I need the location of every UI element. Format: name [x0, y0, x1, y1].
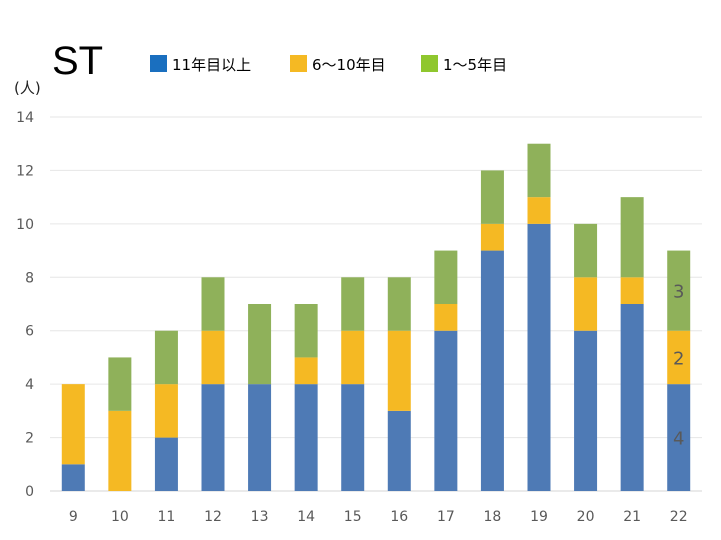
bar-segment — [387, 277, 411, 331]
bar-segment — [154, 437, 178, 491]
bar-segment — [294, 304, 318, 358]
x-tick-labels: 9 10 11 12 13 14 15 16 17 18 19 20 21 22 — [69, 509, 688, 525]
bar-segment — [341, 330, 365, 385]
legend-swatch — [421, 55, 438, 72]
bar-segment — [341, 384, 365, 491]
x-tick-label: 21 — [623, 509, 641, 525]
bar-segment — [387, 410, 411, 491]
grid-lines — [50, 116, 702, 492]
x-tick-label: 10 — [111, 509, 129, 525]
y-tick-labels: 0 2 4 6 8 10 12 14 — [16, 110, 34, 500]
bar-segment — [527, 197, 551, 224]
bar-segment — [667, 250, 691, 331]
bar-segment — [480, 250, 504, 491]
bar-segment — [294, 384, 318, 491]
x-tick-label: 12 — [204, 509, 222, 525]
x-tick-label: 19 — [530, 509, 548, 525]
y-tick-label: 2 — [25, 431, 34, 447]
bars — [61, 143, 691, 491]
data-label: 3 — [673, 282, 684, 303]
data-label: 4 — [673, 429, 684, 450]
x-tick-label: 17 — [437, 509, 455, 525]
bar-segment — [201, 330, 225, 385]
x-tick-label: 13 — [251, 509, 269, 525]
y-tick-label: 6 — [25, 324, 34, 340]
bar-segment — [574, 330, 598, 491]
x-tick-label: 20 — [577, 509, 595, 525]
bar-segment — [61, 384, 85, 465]
bar-segment — [574, 223, 598, 278]
legend-label: 11年目以上 — [172, 56, 251, 74]
bar-segment — [108, 357, 132, 411]
bar-segment — [248, 384, 272, 491]
legend-label: 6～10年目 — [312, 56, 386, 74]
data-labels: 4 2 3 — [673, 282, 684, 450]
bar-segment — [341, 277, 365, 331]
y-axis-label: (人) — [14, 79, 41, 97]
bar-segment — [480, 170, 504, 224]
bar-segment — [201, 277, 225, 331]
bar-segment — [620, 277, 644, 304]
bar-segment — [108, 410, 132, 491]
bar-segment — [61, 464, 85, 491]
bar-segment — [620, 197, 644, 278]
x-tick-label: 22 — [670, 509, 688, 525]
y-tick-label: 14 — [16, 110, 34, 126]
x-tick-label: 16 — [390, 509, 408, 525]
chart-title: ST — [52, 39, 103, 83]
y-tick-label: 0 — [25, 484, 34, 500]
legend-swatch — [290, 55, 307, 72]
y-tick-label: 10 — [16, 217, 34, 233]
bar-segment — [667, 384, 691, 491]
bar-segment — [154, 330, 178, 385]
bar-segment — [434, 304, 458, 331]
legend-swatch — [150, 55, 167, 72]
bar-segment — [248, 304, 272, 385]
x-tick-label: 14 — [297, 509, 315, 525]
bar-segment — [294, 357, 318, 385]
bar-segment — [434, 330, 458, 491]
bar-segment — [480, 223, 504, 251]
data-label: 2 — [673, 348, 684, 369]
x-tick-label: 15 — [344, 509, 362, 525]
x-tick-label: 18 — [484, 509, 502, 525]
bar-segment — [574, 277, 598, 331]
bar-segment — [527, 223, 551, 491]
bar-segment — [667, 330, 691, 385]
legend-label: 1～5年目 — [443, 56, 507, 74]
bar-segment — [620, 304, 644, 491]
x-tick-label: 11 — [158, 509, 176, 525]
x-tick-label: 9 — [69, 509, 78, 525]
bar-segment — [527, 143, 551, 198]
legend: 11年目以上 6～10年目 1～5年目 — [150, 55, 507, 74]
bar-segment — [201, 384, 225, 491]
y-tick-label: 4 — [25, 377, 34, 393]
bar-segment — [434, 250, 458, 304]
y-tick-label: 8 — [25, 270, 34, 286]
bar-segment — [387, 330, 411, 411]
bar-segment — [154, 384, 178, 438]
y-tick-label: 12 — [16, 163, 34, 179]
